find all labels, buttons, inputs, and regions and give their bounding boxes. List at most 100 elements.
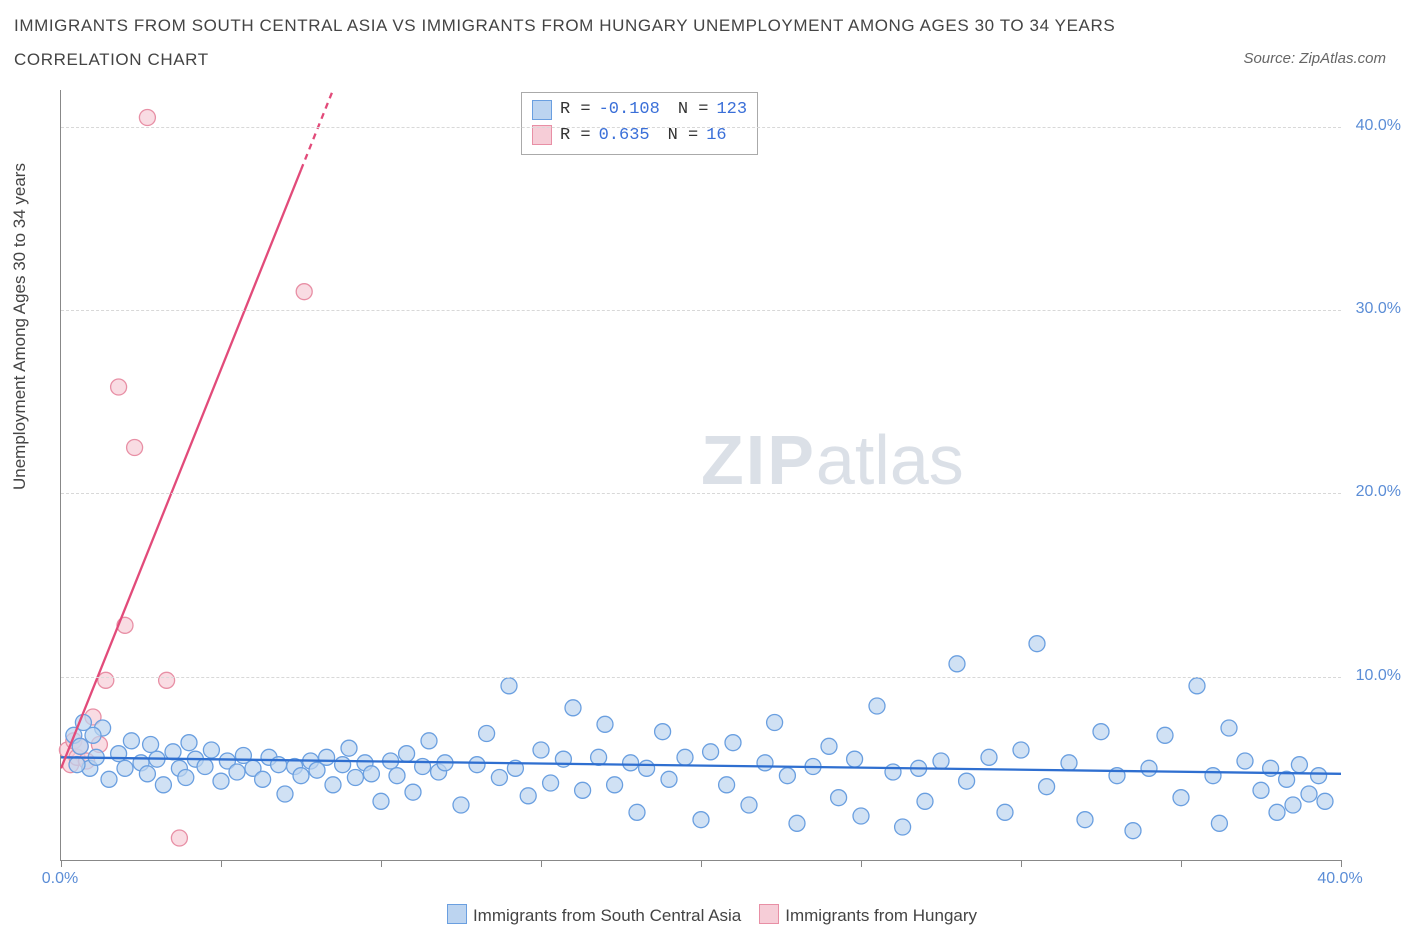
data-point-sca <box>623 755 639 771</box>
data-point-sca <box>1269 804 1285 820</box>
x-tick <box>1341 860 1342 867</box>
data-point-sca <box>597 716 613 732</box>
data-point-sca <box>1013 742 1029 758</box>
y-axis-label: Unemployment Among Ages 30 to 34 years <box>10 163 30 490</box>
y-tick-label: 40.0% <box>1356 117 1401 135</box>
data-point-sca <box>293 768 309 784</box>
data-point-sca <box>757 755 773 771</box>
data-point-sca <box>347 770 363 786</box>
legend-swatch <box>447 904 467 924</box>
x-tick <box>1021 860 1022 867</box>
data-point-sca <box>741 797 757 813</box>
data-point-sca <box>789 815 805 831</box>
data-point-sca <box>959 773 975 789</box>
data-point-sca <box>69 757 85 773</box>
data-point-sca <box>933 753 949 769</box>
stats-r-label: R = <box>560 97 591 123</box>
data-point-sca <box>575 782 591 798</box>
data-point-sca <box>767 715 783 731</box>
data-point-sca <box>277 786 293 802</box>
data-point-sca <box>821 738 837 754</box>
data-point-sca <box>139 766 155 782</box>
data-point-sca <box>1039 779 1055 795</box>
data-point-sca <box>491 770 507 786</box>
data-point-sca <box>1077 812 1093 828</box>
trend-line-hun <box>61 170 301 769</box>
data-point-sca <box>629 804 645 820</box>
data-point-hun <box>296 284 312 300</box>
data-point-sca <box>1311 768 1327 784</box>
gridline <box>61 493 1341 494</box>
data-point-sca <box>501 678 517 694</box>
data-point-sca <box>917 793 933 809</box>
x-tick-label: 0.0% <box>42 870 78 888</box>
data-point-sca <box>779 768 795 784</box>
stats-row: R =-0.108N =123 <box>532 97 747 123</box>
gridline <box>61 127 1341 128</box>
x-tick <box>221 860 222 867</box>
data-point-sca <box>1317 793 1333 809</box>
data-point-sca <box>1301 786 1317 802</box>
source-attribution: Source: ZipAtlas.com <box>1243 50 1386 67</box>
data-point-sca <box>949 656 965 672</box>
data-point-sca <box>1253 782 1269 798</box>
data-point-sca <box>453 797 469 813</box>
data-point-sca <box>655 724 671 740</box>
bottom-legend: Immigrants from South Central AsiaImmigr… <box>0 904 1406 926</box>
data-point-hun <box>111 379 127 395</box>
chart-title-main: IMMIGRANTS FROM SOUTH CENTRAL ASIA VS IM… <box>14 16 1115 36</box>
chart-container: IMMIGRANTS FROM SOUTH CENTRAL ASIA VS IM… <box>0 0 1406 930</box>
data-point-hun <box>171 830 187 846</box>
plot-area: ZIPatlas R =-0.108N =123R = 0.635N = 16 … <box>60 90 1341 861</box>
gridline <box>61 677 1341 678</box>
data-point-sca <box>213 773 229 789</box>
plot-svg <box>61 90 1341 860</box>
gridline <box>61 310 1341 311</box>
data-point-hun <box>159 672 175 688</box>
data-point-sca <box>1211 815 1227 831</box>
data-point-sca <box>997 804 1013 820</box>
x-tick <box>61 860 62 867</box>
data-point-sca <box>543 775 559 791</box>
data-point-sca <box>853 808 869 824</box>
x-tick-label: 40.0% <box>1317 870 1362 888</box>
data-point-sca <box>607 777 623 793</box>
data-point-sca <box>520 788 536 804</box>
data-point-sca <box>178 770 194 786</box>
data-point-sca <box>1205 768 1221 784</box>
legend-swatch <box>759 904 779 924</box>
data-point-sca <box>421 733 437 749</box>
data-point-sca <box>319 749 335 765</box>
data-point-sca <box>165 744 181 760</box>
data-point-sca <box>325 777 341 793</box>
data-point-sca <box>373 793 389 809</box>
data-point-sca <box>123 733 139 749</box>
data-point-sca <box>1093 724 1109 740</box>
chart-title-sub: CORRELATION CHART <box>14 50 209 70</box>
data-point-sca <box>399 746 415 762</box>
data-point-sca <box>661 771 677 787</box>
data-point-sca <box>981 749 997 765</box>
data-point-sca <box>533 742 549 758</box>
x-tick <box>381 860 382 867</box>
data-point-sca <box>847 751 863 767</box>
legend-label: Immigrants from South Central Asia <box>473 906 741 925</box>
data-point-sca <box>725 735 741 751</box>
data-point-sca <box>703 744 719 760</box>
data-point-hun <box>127 440 143 456</box>
data-point-sca <box>1285 797 1301 813</box>
data-point-sca <box>389 768 405 784</box>
data-point-sca <box>197 759 213 775</box>
x-tick <box>541 860 542 867</box>
stats-n-label: N = <box>678 97 709 123</box>
data-point-sca <box>363 766 379 782</box>
trend-line-hun-dashed <box>301 90 333 170</box>
data-point-sca <box>479 726 495 742</box>
data-point-sca <box>677 749 693 765</box>
data-point-sca <box>639 760 655 776</box>
y-tick-label: 10.0% <box>1356 667 1401 685</box>
data-point-hun <box>139 110 155 126</box>
data-point-sca <box>1291 757 1307 773</box>
data-point-hun <box>98 672 114 688</box>
data-point-sca <box>181 735 197 751</box>
